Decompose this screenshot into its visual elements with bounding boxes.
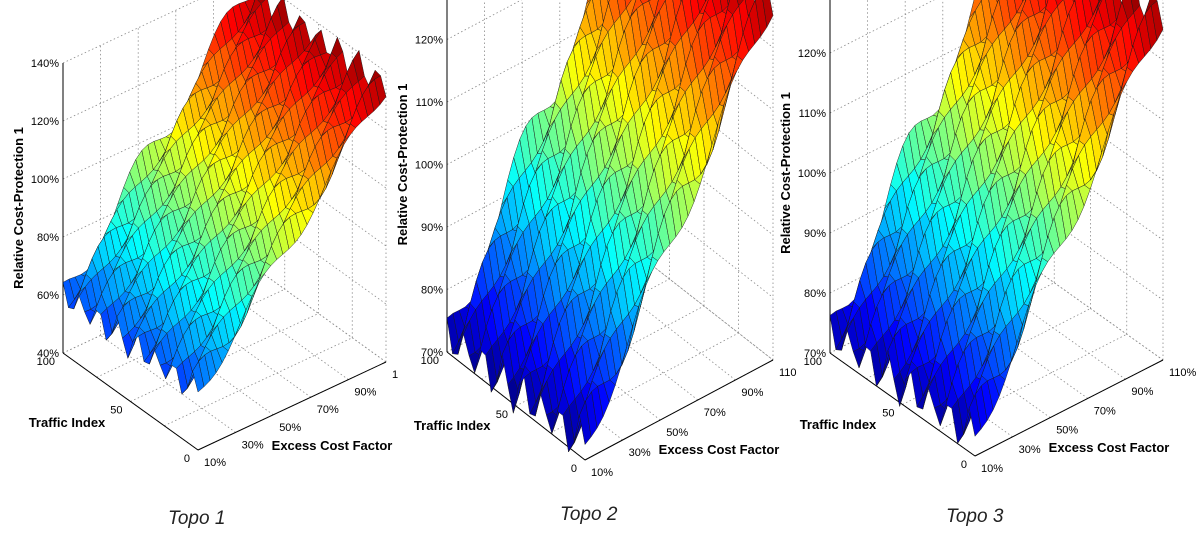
y-tick-label: 110% — [1169, 367, 1197, 379]
x-tick-label: 0 — [184, 453, 190, 465]
chart-panel-3: 70%80%90%100%110%120%130%05010010%30%50%… — [778, 0, 1197, 475]
z-tick-labels: 70%80%90%100%110%120%130% — [415, 35, 444, 360]
x-tick-label: 0 — [961, 459, 967, 471]
y-tick-label: 90% — [1131, 386, 1153, 398]
y-tick-label: 10% — [591, 467, 613, 479]
z-tick-label: 70% — [804, 348, 826, 360]
y-tick-label: 30% — [1019, 444, 1041, 456]
x-tick-labels: 0 50 100 — [37, 356, 190, 465]
surface-patch — [257, 0, 266, 4]
y-axis-title: Excess Cost Factor — [1049, 440, 1170, 455]
z-tick-label: 140% — [31, 58, 59, 70]
y-tick-label: 50% — [666, 427, 688, 439]
z-tick-label: 110% — [799, 108, 827, 120]
surface-patch — [1022, 0, 1024, 2]
y-tick-label: 90% — [354, 387, 376, 399]
chart-panel-1: 40% 60% 80% 100% 120% 140% 0 50 100 10% 30% 50% 70% 9… — [11, 0, 398, 469]
axis-lines — [829, 0, 1164, 457]
x-tick-labels: 0 50 100 — [421, 355, 577, 475]
y-axis-title: Excess Cost Factor — [272, 438, 393, 453]
z-tick-label: 80% — [37, 232, 59, 244]
y-tick-label: 30% — [242, 439, 264, 451]
y-tick-label: 50% — [1056, 425, 1078, 437]
surface — [62, 0, 387, 395]
surface-patch — [586, 0, 590, 5]
z-tick-label: 120% — [31, 116, 59, 128]
x-axis-title: Traffic Index — [29, 415, 106, 430]
x-axis-title: Traffic Index — [414, 418, 491, 433]
x-tick-label: 100 — [37, 356, 55, 368]
y-tick-labels: 10% 30% 50% 70% 90% 1 — [204, 369, 398, 469]
x-tick-label: 100 — [804, 356, 822, 368]
y-tick-label: 10% — [981, 463, 1003, 475]
surface-patch — [1150, 0, 1164, 41]
y-tick-label: 10% — [204, 457, 226, 469]
surface-patch — [762, 0, 774, 28]
y-tick-label: 90% — [741, 387, 763, 399]
surface-patch — [374, 75, 387, 105]
x-tick-label: 50 — [110, 405, 122, 417]
z-tick-label: 90% — [421, 222, 443, 234]
chart-panel-2: 70%80%90%100%110%120%130%05010010%30%50%… — [395, 0, 797, 479]
x-axis-title: Traffic Index — [800, 417, 877, 432]
z-tick-label: 100% — [798, 168, 826, 180]
x-tick-label: 50 — [882, 408, 894, 420]
y-tick-labels: 10% 30% 50% 70% 90% 110 — [591, 367, 797, 479]
z-tick-label: 120% — [798, 48, 826, 60]
panel-caption: Topo 1 — [168, 508, 226, 529]
y-axis-title: Excess Cost Factor — [659, 442, 780, 457]
z-axis-title: Relative Cost-Protection 1 — [778, 92, 793, 254]
z-tick-label: 120% — [415, 35, 443, 47]
x-tick-label: 50 — [496, 409, 508, 421]
surface — [829, 0, 1164, 444]
z-tick-labels: 40% 60% 80% 100% 120% 140% — [31, 58, 59, 360]
y-tick-label: 70% — [1094, 405, 1116, 417]
z-tick-label: 40% — [37, 348, 59, 360]
z-tick-labels: 70%80%90%100%110%120%130% — [798, 48, 827, 360]
z-axis-title: Relative Cost-Protection 1 — [395, 84, 410, 246]
surface-patch — [749, 0, 762, 45]
x-tick-label: 100 — [421, 355, 439, 367]
y-tick-label: 70% — [704, 407, 726, 419]
z-tick-label: 100% — [415, 160, 443, 172]
z-tick-label: 70% — [421, 347, 443, 359]
panel-caption: Topo 3 — [946, 506, 1004, 527]
z-axis-title: Relative Cost-Protection 1 — [11, 127, 26, 289]
surface-patch — [84, 309, 97, 325]
z-tick-label: 80% — [421, 285, 443, 297]
surface-patch — [1098, 0, 1102, 4]
x-tick-label: 0 — [571, 463, 577, 475]
z-tick-label: 110% — [416, 97, 444, 109]
z-tick-label: 60% — [37, 290, 59, 302]
y-tick-label: 30% — [629, 447, 651, 459]
z-tick-label: 80% — [804, 288, 826, 300]
z-tick-label: 90% — [804, 228, 826, 240]
y-tick-label: 1 — [392, 369, 398, 381]
panel-caption: Topo 2 — [560, 504, 618, 525]
y-tick-label: 70% — [317, 404, 339, 416]
x-tick-labels: 0 50 100 — [804, 356, 967, 471]
y-tick-labels: 10% 30% 50% 70% 90% 110% — [981, 367, 1197, 475]
z-tick-label: 100% — [31, 174, 59, 186]
surface — [446, 0, 774, 453]
axis-lines — [62, 63, 387, 451]
axis-lines — [446, 0, 774, 461]
surface-patch — [705, 0, 707, 2]
y-tick-label: 110 — [779, 367, 797, 379]
y-tick-label: 50% — [279, 422, 301, 434]
